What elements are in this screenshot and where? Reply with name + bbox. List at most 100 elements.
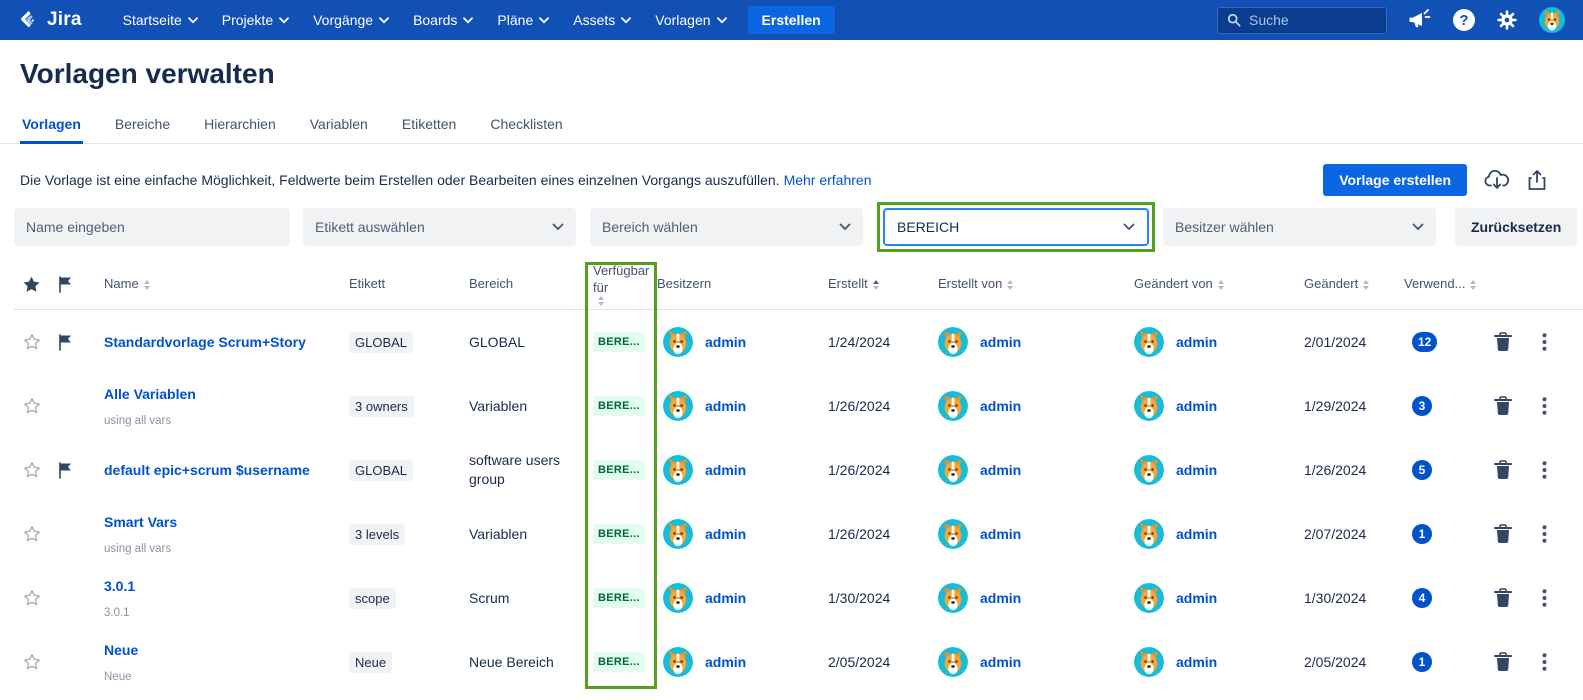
- search-input[interactable]: [1249, 12, 1369, 28]
- template-name-link[interactable]: 3.0.1: [104, 577, 136, 594]
- star-icon[interactable]: [22, 652, 42, 672]
- modified-date: 2/01/2024: [1304, 334, 1367, 350]
- row-menu-button[interactable]: [1542, 589, 1572, 607]
- star-header-icon[interactable]: [14, 275, 58, 294]
- label-filter-value: Etikett auswählen: [315, 219, 425, 235]
- availability-tag: BERE...: [593, 460, 645, 480]
- availability-filter-select[interactable]: BEREICH: [883, 208, 1149, 246]
- created-by-link[interactable]: admin: [980, 334, 1022, 350]
- chevron-down-icon: [187, 16, 198, 23]
- owner-filter-value: Besitzer wählen: [1175, 219, 1274, 235]
- template-name-link[interactable]: Smart Vars: [104, 513, 178, 530]
- modified-by-link[interactable]: admin: [1176, 526, 1218, 542]
- gear-icon[interactable]: [1496, 9, 1518, 31]
- tab-checklisten[interactable]: Checklisten: [490, 116, 563, 132]
- star-icon[interactable]: [22, 588, 42, 608]
- nav-item-startseite[interactable]: Startseite: [112, 6, 209, 34]
- template-name-link[interactable]: Neue: [104, 641, 139, 658]
- column-header-erstellt[interactable]: Erstellt: [828, 276, 938, 292]
- nav-item-vorlagen[interactable]: Vorlagen: [644, 6, 737, 34]
- delete-button[interactable]: [1494, 396, 1542, 416]
- column-header-name[interactable]: Name: [94, 276, 339, 292]
- name-filter-input[interactable]: [26, 219, 278, 235]
- delete-button[interactable]: [1494, 524, 1542, 544]
- owner-filter-select[interactable]: Besitzer wählen: [1163, 208, 1436, 246]
- modified-date: 1/29/2024: [1304, 398, 1367, 414]
- owner-avatar: [663, 647, 693, 677]
- owner-link[interactable]: admin: [705, 334, 747, 350]
- table-row: Alle Variablen using all vars 3 owners V…: [14, 374, 1583, 438]
- column-header-geaendert[interactable]: Geändert: [1304, 276, 1404, 292]
- delete-button[interactable]: [1494, 332, 1542, 352]
- jira-logo-icon: [18, 9, 40, 31]
- owner-avatar: [663, 519, 693, 549]
- delete-button[interactable]: [1494, 460, 1542, 480]
- column-header-erstellt-von[interactable]: Erstellt von: [938, 276, 1134, 292]
- row-menu-button[interactable]: [1542, 397, 1572, 415]
- column-header-verfuegbar-fuer[interactable]: Verfügbar für: [583, 263, 653, 306]
- create-button[interactable]: Erstellen: [747, 6, 835, 34]
- created-by-link[interactable]: admin: [980, 526, 1022, 542]
- availability-tag: BERE...: [593, 396, 645, 416]
- row-menu-button[interactable]: [1542, 525, 1572, 543]
- created-by-link[interactable]: admin: [980, 590, 1022, 606]
- modified-by-link[interactable]: admin: [1176, 590, 1218, 606]
- search-box[interactable]: [1217, 6, 1387, 34]
- owner-link[interactable]: admin: [705, 526, 747, 542]
- star-icon[interactable]: [22, 332, 42, 352]
- row-menu-button[interactable]: [1542, 333, 1572, 351]
- announcements-icon[interactable]: [1408, 9, 1432, 31]
- star-icon[interactable]: [22, 396, 42, 416]
- delete-button[interactable]: [1494, 588, 1542, 608]
- flag-icon[interactable]: [58, 461, 73, 479]
- modified-by-link[interactable]: admin: [1176, 654, 1218, 670]
- nav-item-vorgaenge[interactable]: Vorgänge: [302, 6, 400, 34]
- chevron-down-icon: [279, 16, 290, 23]
- learn-more-link[interactable]: Mehr erfahren: [783, 172, 872, 188]
- help-icon[interactable]: ?: [1453, 9, 1475, 31]
- created-by-link[interactable]: admin: [980, 398, 1022, 414]
- name-filter-field[interactable]: [14, 208, 290, 246]
- star-icon[interactable]: [22, 524, 42, 544]
- flag-icon[interactable]: [58, 333, 73, 351]
- delete-button[interactable]: [1494, 652, 1542, 672]
- modified-by-link[interactable]: admin: [1176, 462, 1218, 478]
- scope-value: Scrum: [469, 589, 510, 606]
- created-by-link[interactable]: admin: [980, 654, 1022, 670]
- tab-etiketten[interactable]: Etiketten: [401, 116, 457, 132]
- nav-item-plaene[interactable]: Pläne: [486, 6, 560, 34]
- import-cloud-icon[interactable]: [1484, 169, 1510, 191]
- template-name-link[interactable]: Alle Variablen: [104, 385, 196, 402]
- export-icon[interactable]: [1527, 169, 1547, 191]
- flag-header-icon[interactable]: [58, 276, 94, 293]
- scope-filter-select[interactable]: Bereich wählen: [590, 208, 863, 246]
- template-name-link[interactable]: Standardvorlage Scrum+Story: [104, 334, 306, 350]
- created-by-link[interactable]: admin: [980, 462, 1022, 478]
- label-filter-select[interactable]: Etikett auswählen: [303, 208, 576, 246]
- jira-logo[interactable]: Jira: [18, 9, 82, 31]
- tab-bereiche[interactable]: Bereiche: [114, 116, 171, 132]
- star-icon[interactable]: [22, 460, 42, 480]
- row-menu-button[interactable]: [1542, 653, 1572, 671]
- owner-link[interactable]: admin: [705, 398, 747, 414]
- created-date: 1/26/2024: [828, 526, 891, 542]
- owner-link[interactable]: admin: [705, 462, 747, 478]
- create-template-button[interactable]: Vorlage erstellen: [1323, 164, 1467, 196]
- modified-by-link[interactable]: admin: [1176, 398, 1218, 414]
- owner-link[interactable]: admin: [705, 590, 747, 606]
- row-menu-button[interactable]: [1542, 461, 1572, 479]
- user-avatar[interactable]: [1539, 7, 1565, 33]
- owner-link[interactable]: admin: [705, 654, 747, 670]
- tab-hierarchien[interactable]: Hierarchien: [204, 116, 276, 132]
- nav-item-assets[interactable]: Assets: [562, 6, 642, 34]
- template-name-link[interactable]: default epic+scrum $username: [104, 462, 310, 478]
- column-header-geaendert-von[interactable]: Geändert von: [1134, 276, 1304, 292]
- tab-vorlagen[interactable]: Vorlagen: [20, 116, 83, 144]
- tab-variablen[interactable]: Variablen: [309, 116, 368, 132]
- nav-item-projekte[interactable]: Projekte: [211, 6, 300, 34]
- reset-filters-button[interactable]: Zurücksetzen: [1455, 208, 1578, 246]
- modified-by-link[interactable]: admin: [1176, 334, 1218, 350]
- availability-tag: BERE...: [593, 332, 645, 352]
- nav-item-boards[interactable]: Boards: [402, 6, 484, 34]
- column-header-verwendung[interactable]: Verwend...: [1404, 276, 1494, 292]
